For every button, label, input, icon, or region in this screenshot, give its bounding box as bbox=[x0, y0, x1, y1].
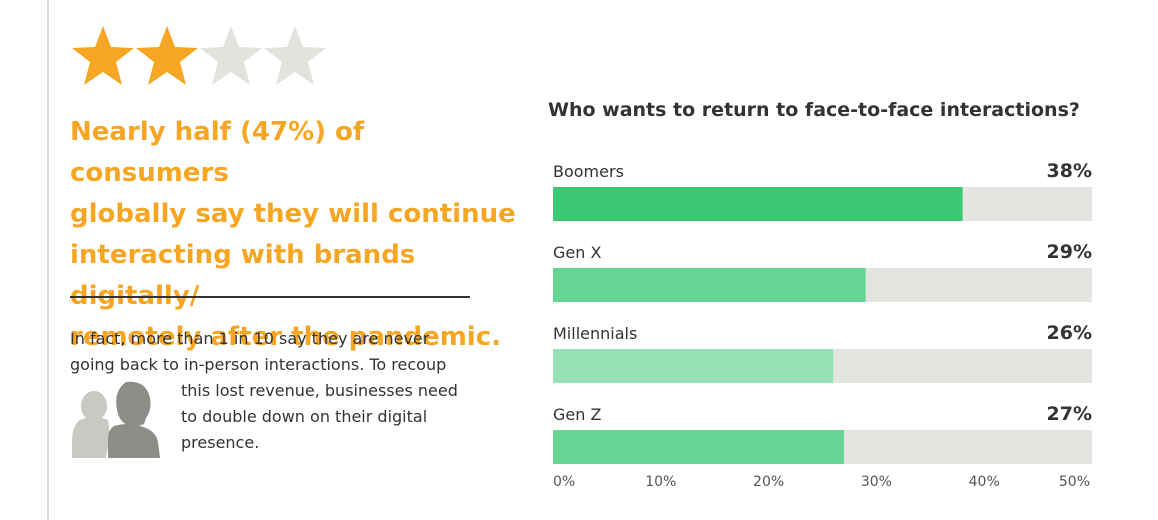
star-icon bbox=[262, 24, 328, 88]
headline: Nearly half (47%) of consumers globally … bbox=[70, 112, 520, 358]
star-icon bbox=[70, 24, 136, 88]
body-line: In fact, more than 1 in 10 say they are … bbox=[70, 329, 430, 348]
body-paragraph-continued: this lost revenue, businesses need to do… bbox=[181, 378, 501, 456]
category-label: Millennials bbox=[553, 324, 637, 343]
category-label: Gen X bbox=[553, 243, 601, 262]
x-tick-label: 30% bbox=[861, 474, 892, 490]
category-label: Boomers bbox=[553, 162, 624, 181]
divider bbox=[70, 296, 470, 298]
left-border-rule bbox=[47, 0, 49, 520]
bar bbox=[553, 430, 845, 464]
body-line: to double down on their digital bbox=[181, 407, 428, 426]
people-silhouette-icon bbox=[68, 380, 164, 458]
star-icon bbox=[198, 24, 264, 88]
x-tick-label: 50% bbox=[1059, 474, 1090, 490]
chart-title: Who wants to return to face-to-face inte… bbox=[548, 99, 1080, 121]
body-paragraph: In fact, more than 1 in 10 say they are … bbox=[70, 326, 500, 378]
data-label: 27% bbox=[1047, 403, 1092, 425]
x-tick-label: 40% bbox=[969, 474, 1000, 490]
star-icon bbox=[134, 24, 200, 88]
x-tick-label: 0% bbox=[553, 474, 575, 490]
headline-line: remotely after the pandemic. bbox=[70, 322, 502, 352]
data-label: 38% bbox=[1047, 160, 1092, 182]
headline-line: globally say they will continue bbox=[70, 199, 516, 229]
bar bbox=[553, 268, 866, 302]
bar bbox=[553, 349, 834, 383]
category-label: Gen Z bbox=[553, 405, 601, 424]
body-line: this lost revenue, businesses need bbox=[181, 381, 458, 400]
bar bbox=[553, 187, 963, 221]
headline-line: Nearly half (47%) of consumers bbox=[70, 117, 365, 188]
body-line: presence. bbox=[181, 433, 260, 452]
star-rating bbox=[70, 24, 326, 88]
data-label: 26% bbox=[1047, 322, 1092, 344]
x-tick-label: 20% bbox=[753, 474, 784, 490]
data-label: 29% bbox=[1047, 241, 1092, 263]
body-line: going back to in-person interactions. To… bbox=[70, 355, 447, 374]
x-tick-label: 10% bbox=[645, 474, 676, 490]
headline-line: interacting with brands digitally/ bbox=[70, 240, 416, 311]
